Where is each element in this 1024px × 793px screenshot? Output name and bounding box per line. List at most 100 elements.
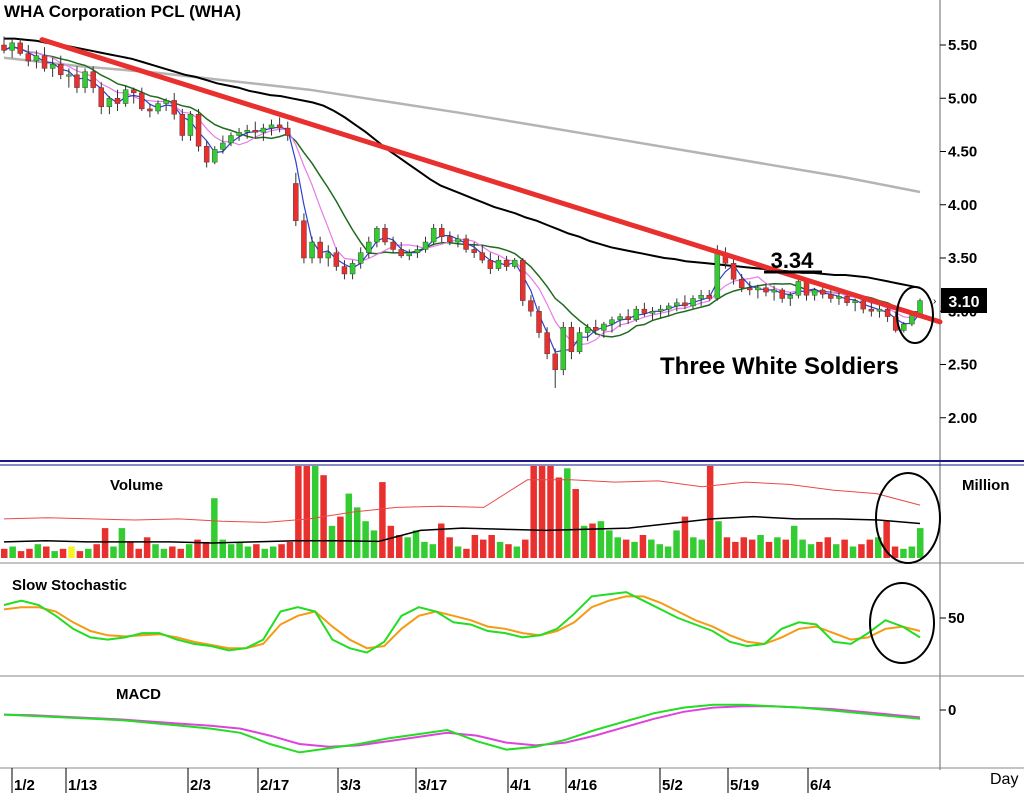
macd-tick-label: 0 (948, 702, 956, 719)
volume-bar (513, 546, 521, 558)
candle-body (520, 259, 526, 301)
candle-body (471, 249, 477, 253)
volume-bar (93, 544, 100, 558)
volume-bar (505, 544, 512, 558)
price-tick-label: 2.00 (948, 410, 977, 427)
volume-bar (454, 546, 462, 558)
candle-body (738, 279, 745, 289)
candle-body (657, 308, 664, 312)
volume-bar (606, 530, 613, 558)
volume-bar (421, 541, 428, 558)
date-tick-label: 2/3 (190, 777, 211, 793)
ma-pink-line (3, 45, 921, 346)
macd-label: MACD (116, 686, 161, 703)
volume-bar (648, 539, 655, 558)
candle-body (601, 323, 607, 331)
candle-body (844, 296, 850, 303)
price-tick-label: 5.50 (948, 37, 977, 54)
volume-bar (874, 537, 882, 558)
candle-body (625, 316, 631, 320)
candle-body (544, 332, 550, 355)
volume-bar (118, 528, 126, 558)
candle-body (357, 252, 364, 264)
candle-body (803, 281, 810, 296)
candle-body (690, 298, 696, 307)
date-tick-label: 4/1 (510, 777, 531, 793)
date-tick-label: 1/2 (14, 777, 35, 793)
volume-bar (580, 525, 588, 558)
volume-bar (622, 539, 630, 558)
candle-body (228, 135, 234, 144)
candle-body (568, 327, 575, 352)
volume-bar (311, 466, 319, 558)
candle-body (795, 281, 802, 296)
candle-body (674, 302, 680, 307)
candle-body (171, 100, 177, 115)
candle-body (349, 263, 356, 275)
candle-body (455, 238, 461, 243)
volume-bar (1, 548, 8, 558)
volume-bar (353, 507, 361, 558)
candle-body (58, 63, 64, 76)
volume-bar (522, 539, 529, 558)
stochastic-label: Slow Stochastic (12, 577, 127, 594)
candle-body (114, 98, 121, 104)
date-axis: 1/2 1/13 2/3 2/17 3/3 3/17 4/1 4/16 5/2 5/19 6/4 (11, 768, 832, 793)
volume-bar (538, 466, 546, 558)
volume-bar (849, 546, 857, 558)
candle-body (901, 323, 907, 331)
volume-bar (471, 535, 479, 558)
volume-bar (639, 535, 647, 558)
candle-body (139, 92, 145, 110)
candle-body (301, 220, 307, 259)
stochastic-d-line (3, 595, 921, 650)
date-tick-label: 3/17 (418, 777, 447, 793)
last-price-box (941, 288, 987, 313)
volume-bar (564, 468, 571, 558)
volume-bar (799, 539, 806, 558)
candle-body (33, 55, 40, 62)
candle-body (41, 55, 48, 69)
candle-body (17, 42, 23, 54)
candle-body (682, 302, 688, 307)
volume-bar (631, 541, 638, 558)
volume-bar (101, 528, 109, 558)
volume-bar (656, 544, 663, 558)
volume-bar (253, 544, 260, 558)
trendline (39, 37, 943, 325)
candle-body (439, 227, 445, 237)
volume-bar (85, 548, 92, 558)
volume-avg-red (3, 479, 921, 523)
candle-body (779, 289, 785, 299)
volume-avg-black (3, 515, 921, 544)
volume-bar (917, 528, 924, 558)
ma-gray-path (3, 56, 921, 194)
date-tick-label: 6/4 (810, 777, 832, 793)
candle-body (366, 241, 372, 253)
volume-bar (589, 523, 596, 558)
candle-body (430, 227, 437, 243)
stochastic-tick-label: 50 (948, 610, 965, 627)
candle-body (593, 327, 599, 331)
volume-average-lines (3, 479, 921, 544)
x-axis-unit: Day (990, 771, 1018, 788)
volume-bar (908, 546, 916, 558)
volume-bar (51, 551, 58, 558)
volume-bar (597, 521, 605, 558)
candle-body (406, 252, 413, 257)
volume-bar (59, 548, 67, 558)
volume-bar (143, 537, 151, 558)
pattern-label: Three White Soldiers (660, 353, 899, 380)
volume-bar (152, 544, 159, 558)
volume-bar (732, 541, 739, 558)
volume-bar (757, 535, 764, 558)
candle-body (447, 236, 453, 243)
candle-body (836, 296, 842, 299)
date-tick-label: 1/13 (68, 777, 97, 793)
candle-body (179, 114, 186, 136)
volume-bar (496, 541, 504, 558)
volume-bar (337, 516, 344, 558)
candle-body (852, 300, 858, 303)
date-tick-label: 3/3 (340, 777, 361, 793)
